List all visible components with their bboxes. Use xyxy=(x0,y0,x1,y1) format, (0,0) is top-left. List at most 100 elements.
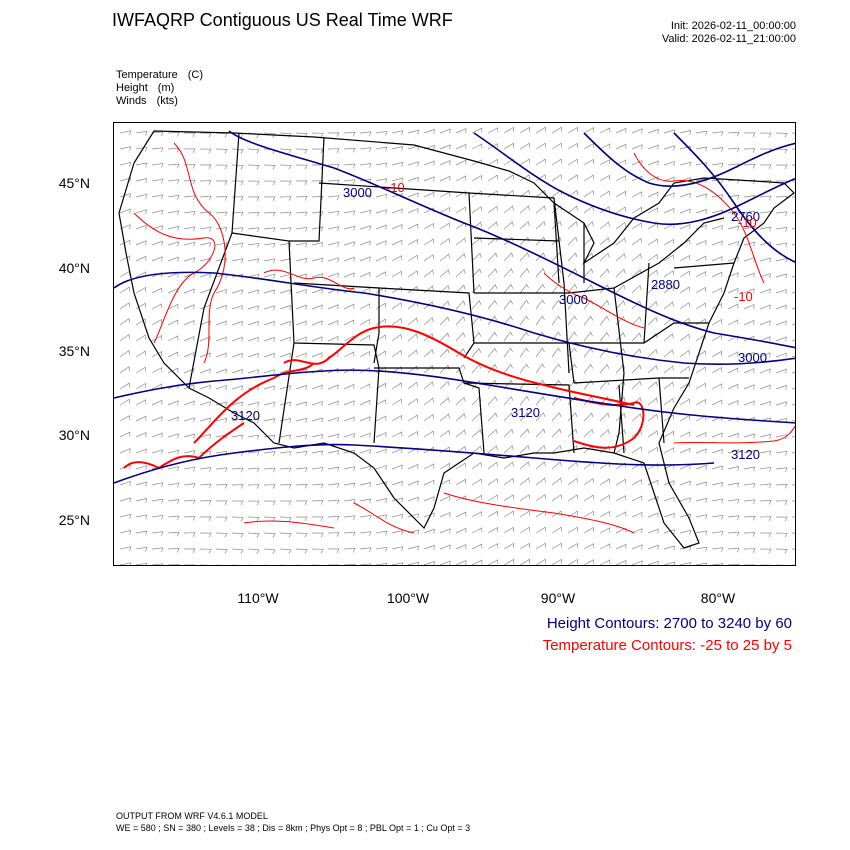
wind-barb xyxy=(519,526,531,534)
wind-barb xyxy=(759,516,772,521)
wind-barb xyxy=(135,162,148,168)
wind-barb xyxy=(743,483,756,488)
wind-barb xyxy=(327,400,339,406)
wind-barb xyxy=(247,336,259,342)
wind-barb xyxy=(391,562,404,565)
wind-barb xyxy=(487,236,498,246)
wind-barb xyxy=(135,193,148,199)
wind-barb xyxy=(216,564,223,565)
wind-barb xyxy=(135,240,147,246)
wind-barb xyxy=(775,450,788,456)
wind-barb xyxy=(199,148,212,154)
wind-barb xyxy=(487,205,498,214)
wind-barb xyxy=(487,445,498,454)
wind-barb xyxy=(167,531,180,537)
wind-barb xyxy=(487,347,498,358)
wind-barb xyxy=(583,526,595,534)
wind-barb xyxy=(455,127,467,134)
wind-barb xyxy=(391,224,403,230)
wind-barb xyxy=(455,559,467,565)
wind-barb xyxy=(375,146,388,152)
wind-barb xyxy=(647,544,659,550)
wind-barb xyxy=(695,271,707,278)
wind-barb xyxy=(375,302,387,310)
wind-barb xyxy=(199,242,212,248)
wind-barb xyxy=(295,352,307,358)
wind-barb xyxy=(343,433,355,439)
wind-barb xyxy=(183,351,195,358)
wind-barb xyxy=(183,466,196,472)
wind-barb xyxy=(375,562,388,565)
wind-barb xyxy=(455,300,466,310)
wind-barb xyxy=(231,484,244,489)
valid-time: Valid: 2026-02-11_21:00:00 xyxy=(661,33,796,45)
wind-barb xyxy=(743,466,756,472)
wind-barb xyxy=(327,335,339,342)
wind-barb xyxy=(200,564,212,565)
wind-barb xyxy=(247,434,260,440)
wind-barb xyxy=(791,371,795,374)
wind-barb xyxy=(135,448,147,454)
wind-barb xyxy=(423,512,435,518)
wind-barb xyxy=(327,564,340,565)
wind-barb xyxy=(487,461,498,470)
wind-barb xyxy=(375,448,387,454)
wind-barb xyxy=(167,515,180,521)
wind-barb xyxy=(759,384,771,390)
lat-label: 45°N xyxy=(58,175,90,191)
wind-barb xyxy=(199,226,212,232)
wind-barb xyxy=(727,449,740,455)
wind-barb xyxy=(487,543,499,550)
wind-barb xyxy=(279,242,292,248)
wind-barb xyxy=(359,194,372,200)
wind-barb xyxy=(423,176,435,182)
state-line xyxy=(618,384,625,454)
wind-barb xyxy=(695,318,707,326)
wind-barb xyxy=(231,242,244,248)
wind-barb xyxy=(583,559,595,565)
wind-barb xyxy=(119,398,131,406)
wind-barb xyxy=(487,478,499,486)
wind-barb xyxy=(247,548,260,554)
wind-barb xyxy=(615,462,627,470)
wind-barb xyxy=(311,164,324,170)
wind-barb xyxy=(695,240,707,246)
wind-barb xyxy=(663,430,675,438)
weather-map[interactable]: 3000 3000 2880 2760 3000 3120 3120 3120 … xyxy=(113,122,796,566)
wind-barb xyxy=(775,226,788,232)
wind-barb xyxy=(791,307,795,310)
wind-barb xyxy=(519,461,530,470)
wind-barb xyxy=(711,514,724,520)
wind-barb xyxy=(503,142,515,150)
wind-barb xyxy=(231,368,243,374)
wind-barb xyxy=(647,222,659,230)
wind-barb xyxy=(135,255,147,262)
wind-barb xyxy=(663,333,674,342)
wind-barb xyxy=(311,320,323,326)
wind-barb xyxy=(503,428,514,438)
wind-barb xyxy=(215,352,227,358)
wind-barb xyxy=(679,349,690,358)
wind-barb xyxy=(423,223,435,230)
lon-label: 90°W xyxy=(540,590,576,606)
state-line xyxy=(473,237,560,242)
wind-barb xyxy=(711,240,723,246)
wind-barb xyxy=(695,302,707,310)
wind-barb xyxy=(455,413,466,422)
wind-barb xyxy=(759,336,771,342)
wind-barb xyxy=(119,464,131,470)
temperature-contour-label: -10 xyxy=(738,215,757,230)
wind-barb xyxy=(631,364,642,374)
wind-barb xyxy=(391,208,403,214)
wind-barb xyxy=(119,302,131,310)
wind-barb xyxy=(215,180,228,186)
wind-barb xyxy=(567,174,579,182)
wind-barb xyxy=(295,384,307,391)
wind-barb xyxy=(423,254,435,262)
wind-barb xyxy=(791,500,795,502)
wind-barb xyxy=(743,288,755,294)
wind-barb xyxy=(503,379,514,390)
wind-barb xyxy=(343,400,355,406)
wind-barb xyxy=(423,238,435,246)
height-contour-legend: Height Contours: 2700 to 3240 by 60 xyxy=(546,615,792,632)
